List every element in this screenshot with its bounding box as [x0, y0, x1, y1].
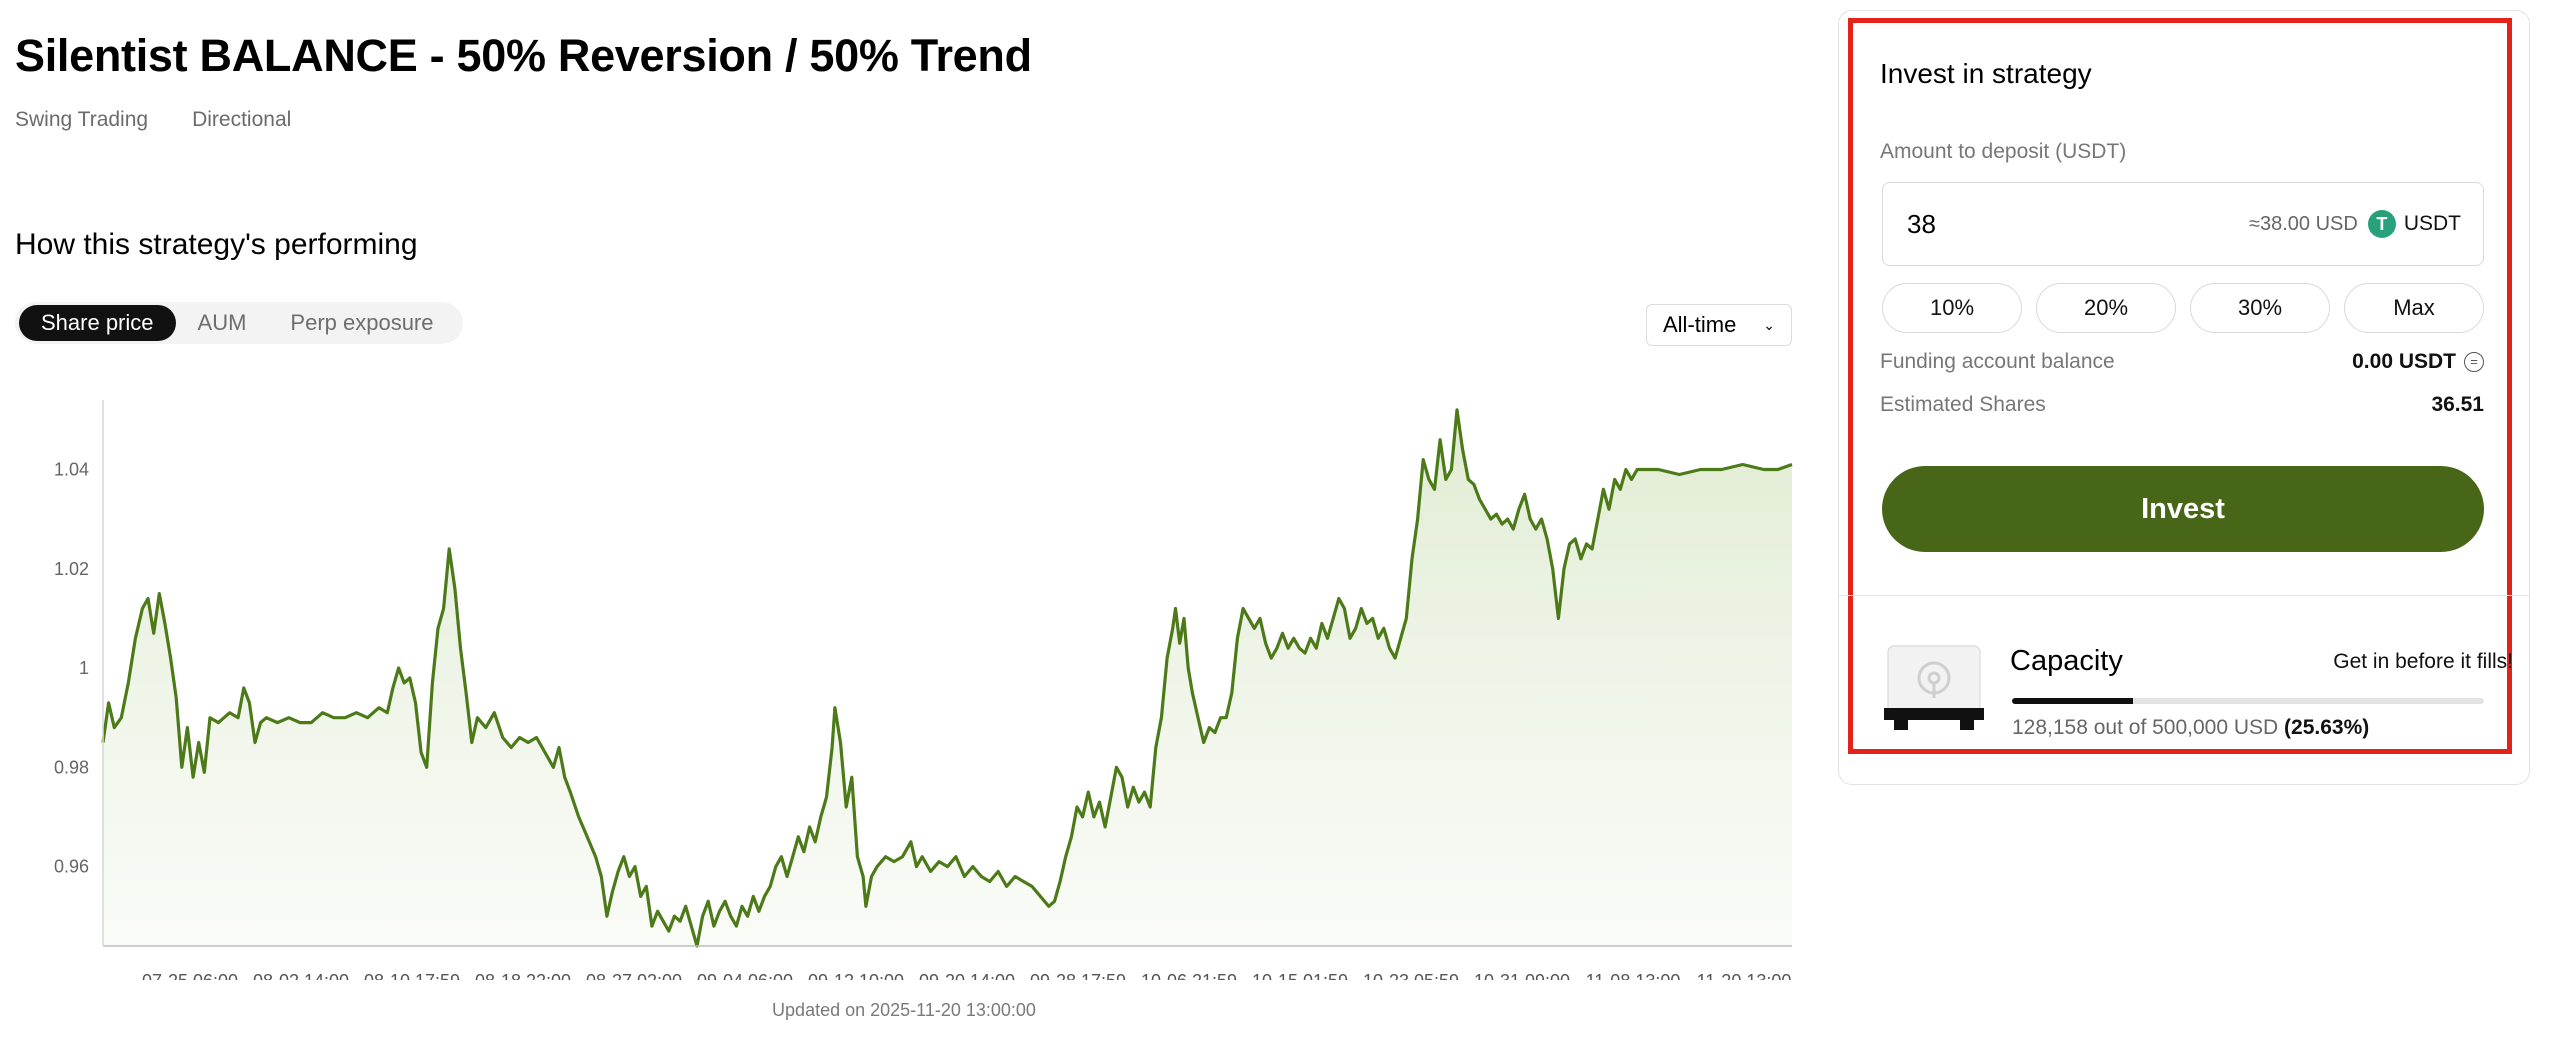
estimated-shares-value: 36.51 [2431, 393, 2484, 416]
capacity-percent-text: (25.63%) [2284, 716, 2370, 739]
chart-tabs: Share price AUM Perp exposure [15, 302, 463, 344]
percent-10-button[interactable]: 10% [1882, 283, 2022, 333]
max-button[interactable]: Max [2344, 283, 2484, 333]
x-tick-label: 11-08 13:00 [1586, 971, 1681, 980]
x-tick-label: 09-28 17:59 [1030, 971, 1126, 980]
tag-directional: Directional [192, 108, 292, 131]
y-tick-label: 1.02 [54, 559, 89, 579]
currency-label: USDT [2403, 212, 2461, 235]
capacity-text: 128,158 out of 500,000 USD (25.63%) [2012, 716, 2369, 740]
percent-30-button[interactable]: 30% [2190, 283, 2330, 333]
y-tick-label: 1.04 [54, 459, 89, 479]
x-tick-label: 08-27 02:00 [586, 971, 682, 980]
invest-panel-title: Invest in strategy [1880, 58, 2092, 89]
y-tick-label: 0.96 [54, 857, 89, 877]
x-tick-label: 10-15 01:59 [1252, 971, 1348, 980]
strategy-tags: Swing Trading Directional [15, 108, 291, 132]
capacity-title: Capacity [2010, 645, 2123, 677]
y-tick-label: 1 [79, 658, 89, 678]
invest-button[interactable]: Invest [1882, 466, 2484, 552]
performance-section-title: How this strategy's performing [15, 228, 418, 261]
x-tick-label: 08-18 22:00 [475, 971, 571, 980]
chevron-down-icon: ⌄ [1763, 316, 1775, 333]
share-price-chart: 0.96 0.98 1 1.02 1.04 07-25 06:00 08-02 14:00… [54, 400, 1793, 980]
x-tick-label: 10-06 21:59 [1141, 971, 1237, 980]
updated-timestamp: Updated on 2025-11-20 13:00:00 [772, 1000, 1036, 1020]
page-title: Silentist BALANCE - 50% Reversion / 50% … [15, 30, 1032, 81]
percent-buttons: 10% 20% 30% Max [1882, 283, 2484, 333]
capacity-progress-bar [2012, 698, 2484, 704]
x-tick-label: 11-20 13:00 [1697, 971, 1792, 980]
x-tick-label: 08-02 14:00 [253, 971, 349, 980]
tab-perp-exposure[interactable]: Perp exposure [290, 310, 434, 335]
x-tick-label: 09-12 10:00 [808, 971, 904, 980]
estimated-shares-row: Estimated Shares 36.51 [1880, 393, 2484, 417]
x-tick-label: 10-31 09:00 [1474, 971, 1570, 980]
funding-balance-label: Funding account balance [1880, 350, 2115, 373]
x-tick-label: 10-23 05:59 [1363, 971, 1459, 980]
chart-area-fill [103, 409, 1792, 946]
approx-usd-value: ≈38.00 USD [2249, 212, 2358, 235]
funding-balance-value: 0.00 USDT [2352, 350, 2456, 373]
estimated-shares-label: Estimated Shares [1880, 393, 2046, 416]
amount-field[interactable]: ≈38.00 USD T USDT [1882, 182, 2484, 266]
panel-divider [1839, 595, 2529, 596]
x-tick-label: 09-20 14:00 [919, 971, 1015, 980]
tether-icon: T [2367, 210, 2396, 238]
capacity-vault-icon [1884, 645, 1984, 730]
tab-aum[interactable]: AUM [197, 310, 247, 335]
x-tick-label: 07-25 06:00 [142, 971, 238, 980]
x-tick-label: 09-04 06:00 [697, 971, 793, 980]
tag-swing-trading: Swing Trading [15, 108, 149, 131]
funding-balance-row: Funding account balance 0.00 USDT = [1880, 350, 2484, 374]
y-tick-label: 0.98 [54, 757, 89, 777]
capacity-used-text: 128,158 out of 500,000 USD [2012, 716, 2279, 739]
transfer-icon[interactable]: = [2464, 352, 2484, 372]
x-tick-label: 08-10 17:59 [364, 971, 460, 980]
capacity-progress-fill [2012, 698, 2133, 704]
amount-label: Amount to deposit (USDT) [1880, 140, 2127, 163]
chart-series-line [101, 408, 1793, 948]
tab-share-price[interactable]: Share price [19, 305, 176, 341]
capacity-hint: Get in before it fills! [2333, 650, 2513, 673]
time-range-value: All-time [1663, 312, 1737, 337]
percent-20-button[interactable]: 20% [2036, 283, 2176, 333]
amount-input[interactable] [1905, 207, 2109, 241]
time-range-dropdown[interactable]: All-time ⌄ [1646, 304, 1792, 346]
